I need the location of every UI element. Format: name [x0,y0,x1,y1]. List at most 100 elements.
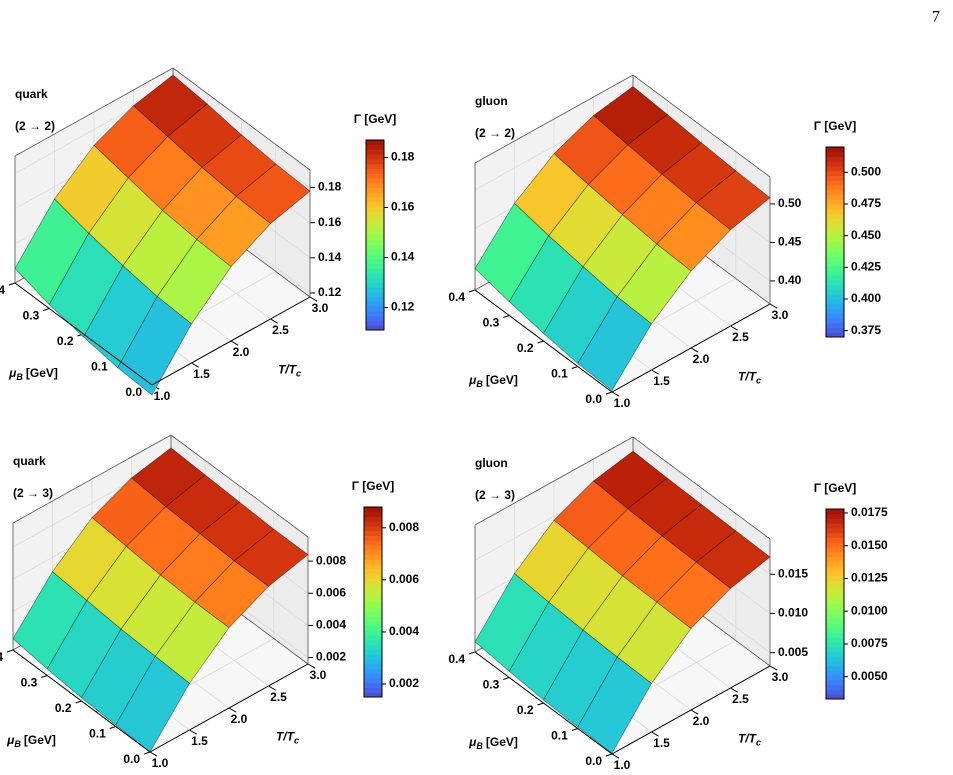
tick-mark [571,728,578,731]
y-label-sub: B [16,372,23,382]
y-label-main: μ [468,735,477,749]
y-axis-label: μB [GeV] [8,366,58,382]
y-tick-label: 0.0 [123,752,140,766]
colorbar-swatch [826,532,844,538]
colorbar-swatch [826,151,844,157]
tick-mark [651,731,659,737]
colorbar-swatch [366,206,384,212]
colorbar-swatch [364,654,382,660]
colorbar-swatch [366,211,384,217]
colorbar-swatch [826,599,844,605]
colorbar-swatch [364,606,382,612]
y-tick-label: 0.3 [23,309,40,323]
colorbar-swatch [826,684,844,690]
colorbar-swatch [826,289,844,295]
colorbar-swatch [826,518,844,524]
colorbar-swatch [826,594,844,600]
y-label-unit: [GeV] [24,733,56,747]
tick-mark [769,665,778,671]
colorbar-swatch [366,311,384,317]
surface-panel: 1.0 1.5 2.0 2.5 3.0 0.0 0.1 0.2 0.3 0.4 0.12 0.14 0.… [0,67,415,403]
colorbar-title: Γ [GeV] [354,112,397,126]
surface-cell [577,296,652,391]
x-axis [611,665,771,755]
x-axis-label: T/Tc [738,370,761,386]
colorbar-swatch [826,261,844,267]
colorbar-swatch [826,303,844,309]
tick-mark [230,340,239,346]
colorbar-swatch [826,161,844,167]
colorbar-swatch [826,147,844,153]
y-tick-label: 0.3 [483,678,500,692]
z-tick-label: 0.002 [316,650,346,664]
x-label-sub: c [296,369,301,379]
colorbar-swatch [364,678,382,684]
colorbar-swatch [364,535,382,541]
colorbar-swatch [826,218,844,224]
colorbar-swatch [366,144,384,150]
box-edge [632,436,771,540]
colorbar-swatch [364,692,382,698]
colorbar-tick-label: 0.16 [391,200,415,214]
colorbar-swatch [366,258,384,264]
tick-mark [611,391,620,397]
colorbar-swatch [366,201,384,207]
colorbar-swatch [366,263,384,269]
tick-mark [651,369,659,375]
tick-mark [143,751,151,755]
tick-mark [75,700,82,704]
colorbar-swatch [826,632,844,638]
z-tick-label: 0.45 [778,235,802,249]
colorbar-swatch [826,637,844,643]
colorbar-swatch [366,173,384,179]
x-tick-label: 2.0 [233,345,250,359]
colorbar-swatch [366,249,384,255]
colorbar-swatch [366,282,384,288]
colorbar-swatch [826,156,844,162]
y-tick-label: 0.1 [91,360,108,374]
tick-mark [41,675,48,678]
colorbar-swatch [826,570,844,576]
y-tick-label: 0.1 [551,729,568,743]
colorbar-swatch [366,320,384,326]
x-axis-label: T/Tc [278,363,301,379]
colorbar-swatch [364,521,382,527]
z-tick-label: 0.40 [778,273,802,287]
colorbar-swatch [366,239,384,245]
colorbar-frame [363,506,383,698]
colorbar-swatch [826,270,844,276]
colorbar-swatch [366,178,384,184]
z-tick-label: 0.16 [318,215,342,229]
tick-mark [270,318,278,324]
tick-mark [307,663,316,669]
colorbar-swatch [366,244,384,250]
colorbar-swatch [364,545,382,551]
colorbar-swatch [826,294,844,300]
box-edge [172,67,311,171]
colorbar-swatch [366,159,384,165]
y-tick-label: 0.3 [483,316,500,330]
colorbar-swatch [366,273,384,279]
surface-cell [117,296,192,396]
colorbar-swatch [366,277,384,283]
colorbar-swatch [826,651,844,657]
x-tick-label: 1.0 [614,396,631,410]
particle-label: gluon [475,456,508,470]
colorbar-swatch [366,163,384,169]
colorbar-swatch [364,635,382,641]
colorbar-swatch [826,561,844,567]
colorbar-swatch [826,513,844,519]
colorbar-swatch [366,140,384,146]
colorbar-swatch [826,322,844,328]
colorbar-swatch [826,313,844,319]
colorbar-tick-label: 0.0125 [851,571,888,585]
x-label-main: T/T [278,363,298,377]
colorbar-swatch [364,526,382,532]
colorbar-swatch [364,540,382,546]
tick-mark [468,651,476,655]
x-tick-label: 1.5 [653,736,670,750]
colorbar-swatch [826,580,844,586]
colorbar-swatch [366,182,384,188]
z-tick-label: 0.008 [316,553,346,567]
tick-mark [109,726,116,729]
